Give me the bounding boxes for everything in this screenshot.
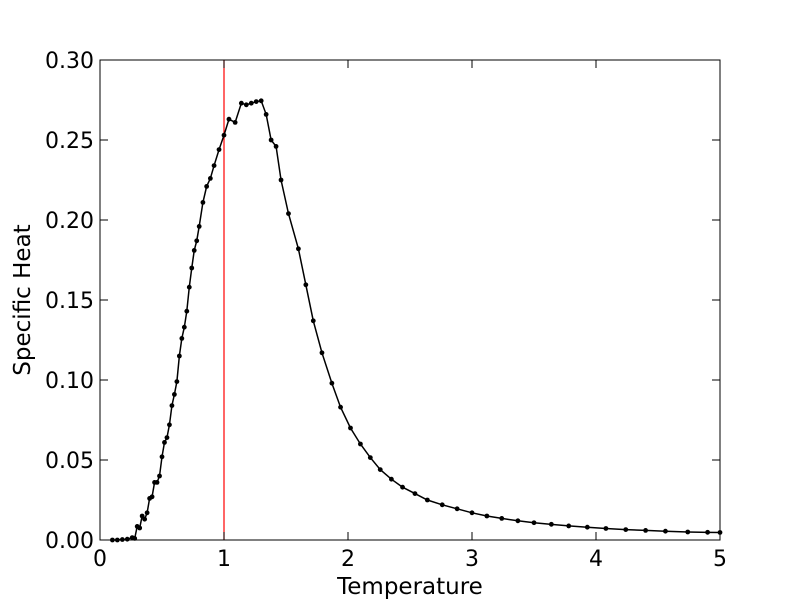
data-point [253, 99, 259, 104]
x-tick-label: 4 [589, 547, 603, 572]
data-point [207, 176, 213, 181]
y-tick-label: 0.00 [45, 529, 94, 554]
data-point [167, 422, 172, 428]
data-point [603, 526, 609, 531]
data-point [211, 163, 217, 169]
data-point [132, 536, 138, 541]
data-point [154, 480, 160, 485]
data-point [137, 525, 143, 531]
data-point [348, 425, 353, 431]
plot-area [99, 59, 723, 543]
data-point [400, 484, 405, 490]
data-point [439, 502, 445, 508]
data-point [119, 537, 125, 542]
data-point [226, 116, 232, 122]
data-point [531, 520, 537, 526]
data-point [248, 100, 254, 106]
data-point [338, 404, 343, 410]
data-point [263, 112, 269, 117]
data-point [243, 102, 249, 108]
data-point [176, 353, 182, 359]
data-point [200, 200, 206, 205]
data-point [144, 510, 150, 516]
data-point [286, 211, 291, 217]
y-tick-labels: 0.00 0.05 0.10 0.15 0.20 0.25 0.30 [45, 49, 94, 554]
data-point [643, 528, 648, 533]
data-point [705, 529, 710, 535]
data-point [310, 318, 316, 324]
data-point [162, 440, 167, 445]
y-tick-label: 0.10 [45, 369, 94, 394]
data-point [278, 177, 284, 183]
data-point [149, 494, 155, 500]
data-point [194, 238, 200, 244]
data-point [329, 380, 335, 386]
y-tick-label: 0.25 [45, 129, 94, 154]
data-point [191, 248, 197, 253]
data-point [258, 98, 264, 104]
data-point [172, 392, 177, 397]
data-point [181, 324, 187, 330]
data-point [296, 246, 301, 252]
data-point [164, 435, 170, 440]
x-tick-labels: 0 1 2 3 4 5 [93, 547, 727, 572]
data-point [469, 510, 475, 516]
data-point [268, 137, 274, 143]
y-tick-label: 0.05 [45, 449, 94, 474]
data-point [484, 513, 490, 519]
y-tick-label: 0.15 [45, 289, 94, 314]
series-layer [110, 98, 723, 543]
data-point [221, 132, 227, 138]
data-point [204, 184, 210, 189]
y-tick-label: 0.30 [45, 49, 94, 74]
data-point [114, 537, 120, 543]
x-tick-label: 2 [341, 547, 355, 572]
data-point [238, 100, 244, 106]
data-point [685, 529, 691, 535]
data-point [377, 467, 383, 472]
data-point [584, 524, 590, 530]
tick-layer [99, 59, 721, 541]
data-point [179, 336, 185, 341]
y-tick-label: 0.20 [45, 209, 94, 234]
data-point [196, 224, 202, 229]
x-tick-label: 1 [217, 547, 231, 572]
data-point [232, 120, 238, 125]
data-point [367, 455, 373, 460]
data-point [184, 308, 190, 314]
data-point [566, 523, 572, 529]
plot-frame [99, 59, 721, 541]
data-point [124, 536, 130, 542]
data-point [169, 403, 175, 408]
data-point [303, 282, 309, 288]
data-point [548, 521, 554, 527]
data-point [499, 516, 505, 521]
data-point [159, 454, 165, 460]
y-axis-label: Specific Heat [10, 224, 36, 375]
data-point [174, 379, 180, 384]
x-tick-label: 5 [713, 547, 727, 572]
data-point [273, 144, 279, 149]
data-point [142, 516, 148, 522]
data-point [454, 506, 460, 512]
x-tick-label: 3 [465, 547, 479, 572]
data-point [412, 491, 418, 496]
data-point [319, 350, 325, 356]
data-point [424, 497, 430, 503]
data-point [623, 527, 629, 532]
x-tick-label: 0 [93, 547, 107, 572]
x-axis-label: Temperature [336, 574, 483, 600]
data-point [189, 265, 195, 271]
data-point [186, 284, 192, 290]
data-point [216, 147, 222, 153]
data-point [110, 537, 115, 543]
data-point [358, 441, 363, 447]
data-point [663, 528, 668, 534]
data-point [157, 473, 162, 479]
data-point [389, 476, 394, 482]
data-point [515, 518, 521, 524]
